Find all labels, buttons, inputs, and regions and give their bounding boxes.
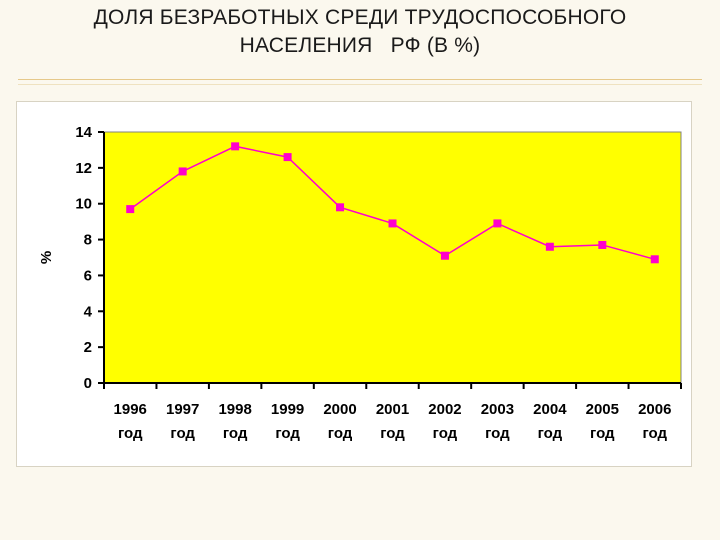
chart-frame: 0 2 4 6 8 10 12 14 1996 год 1997 год 1998 год 1999 год… xyxy=(16,101,692,467)
y-tick-label: 0 xyxy=(84,375,92,392)
data-markers xyxy=(126,142,659,264)
x-tick-label-unit: год xyxy=(642,425,667,442)
data-point xyxy=(650,255,659,264)
x-tick-label-unit: год xyxy=(328,425,353,442)
y-tick-label: 2 xyxy=(84,339,92,356)
x-tick-label-year: 2006 xyxy=(638,401,671,418)
y-tick-label: 14 xyxy=(75,124,92,141)
x-tick-label-year: 1996 xyxy=(114,401,147,418)
data-point xyxy=(283,153,292,162)
x-tick-label-year: 2005 xyxy=(586,401,619,418)
x-tick-label-year: 2004 xyxy=(533,401,567,418)
x-tick-label-unit: год xyxy=(590,425,615,442)
x-tick-label-year: 1999 xyxy=(271,401,304,418)
data-point xyxy=(231,142,240,151)
x-tick-label-year: 2000 xyxy=(323,401,356,418)
data-point xyxy=(598,240,607,249)
x-tick-label-unit: год xyxy=(275,425,300,442)
x-tick-label-year: 1997 xyxy=(166,401,199,418)
data-point xyxy=(493,219,502,228)
slide-title: ДОЛЯ БЕЗРАБОТНЫХ СРЕДИ ТРУДОСПОСОБНОГО Н… xyxy=(0,4,720,60)
x-tick-label-year: 2003 xyxy=(481,401,514,418)
x-tick-label-unit: год xyxy=(433,425,458,442)
x-tick-label-unit: год xyxy=(380,425,405,442)
title-divider-secondary xyxy=(18,84,702,85)
x-tick-label-year: 2002 xyxy=(428,401,461,418)
y-tick-label: 4 xyxy=(84,303,93,320)
data-point xyxy=(126,205,135,214)
title-line-2: НАСЕЛЕНИЯ РФ (В %) xyxy=(239,34,481,57)
x-tick-label-unit: год xyxy=(118,425,143,442)
data-point xyxy=(388,219,397,228)
x-tick-label-unit: год xyxy=(538,425,563,442)
x-tick-label-year: 1998 xyxy=(218,401,251,418)
y-tick-label: 6 xyxy=(84,267,92,284)
x-tick-label-unit: год xyxy=(485,425,510,442)
title-divider xyxy=(18,79,702,80)
x-tick-label-year: 2001 xyxy=(376,401,409,418)
y-axis: 0 2 4 6 8 10 12 14 xyxy=(75,124,105,392)
x-tick-label-unit: год xyxy=(170,425,195,442)
data-point xyxy=(545,242,554,251)
unemployment-line-chart: 0 2 4 6 8 10 12 14 1996 год 1997 год 1998 год 1999 год… xyxy=(38,124,682,442)
data-point xyxy=(336,203,345,212)
title-line-1: ДОЛЯ БЕЗРАБОТНЫХ СРЕДИ ТРУДОСПОСОБНОГО xyxy=(93,6,627,29)
y-axis-label: % xyxy=(38,251,55,264)
y-tick-label: 8 xyxy=(84,232,92,249)
x-axis: 1996 год 1997 год 1998 год 1999 год 2000 год 2001 г… xyxy=(103,382,682,442)
y-tick-label: 12 xyxy=(75,160,92,177)
y-tick-label: 10 xyxy=(75,196,92,213)
data-point xyxy=(440,251,449,260)
x-tick-label-unit: год xyxy=(223,425,248,442)
plot-area xyxy=(103,131,682,384)
data-point xyxy=(178,167,187,176)
